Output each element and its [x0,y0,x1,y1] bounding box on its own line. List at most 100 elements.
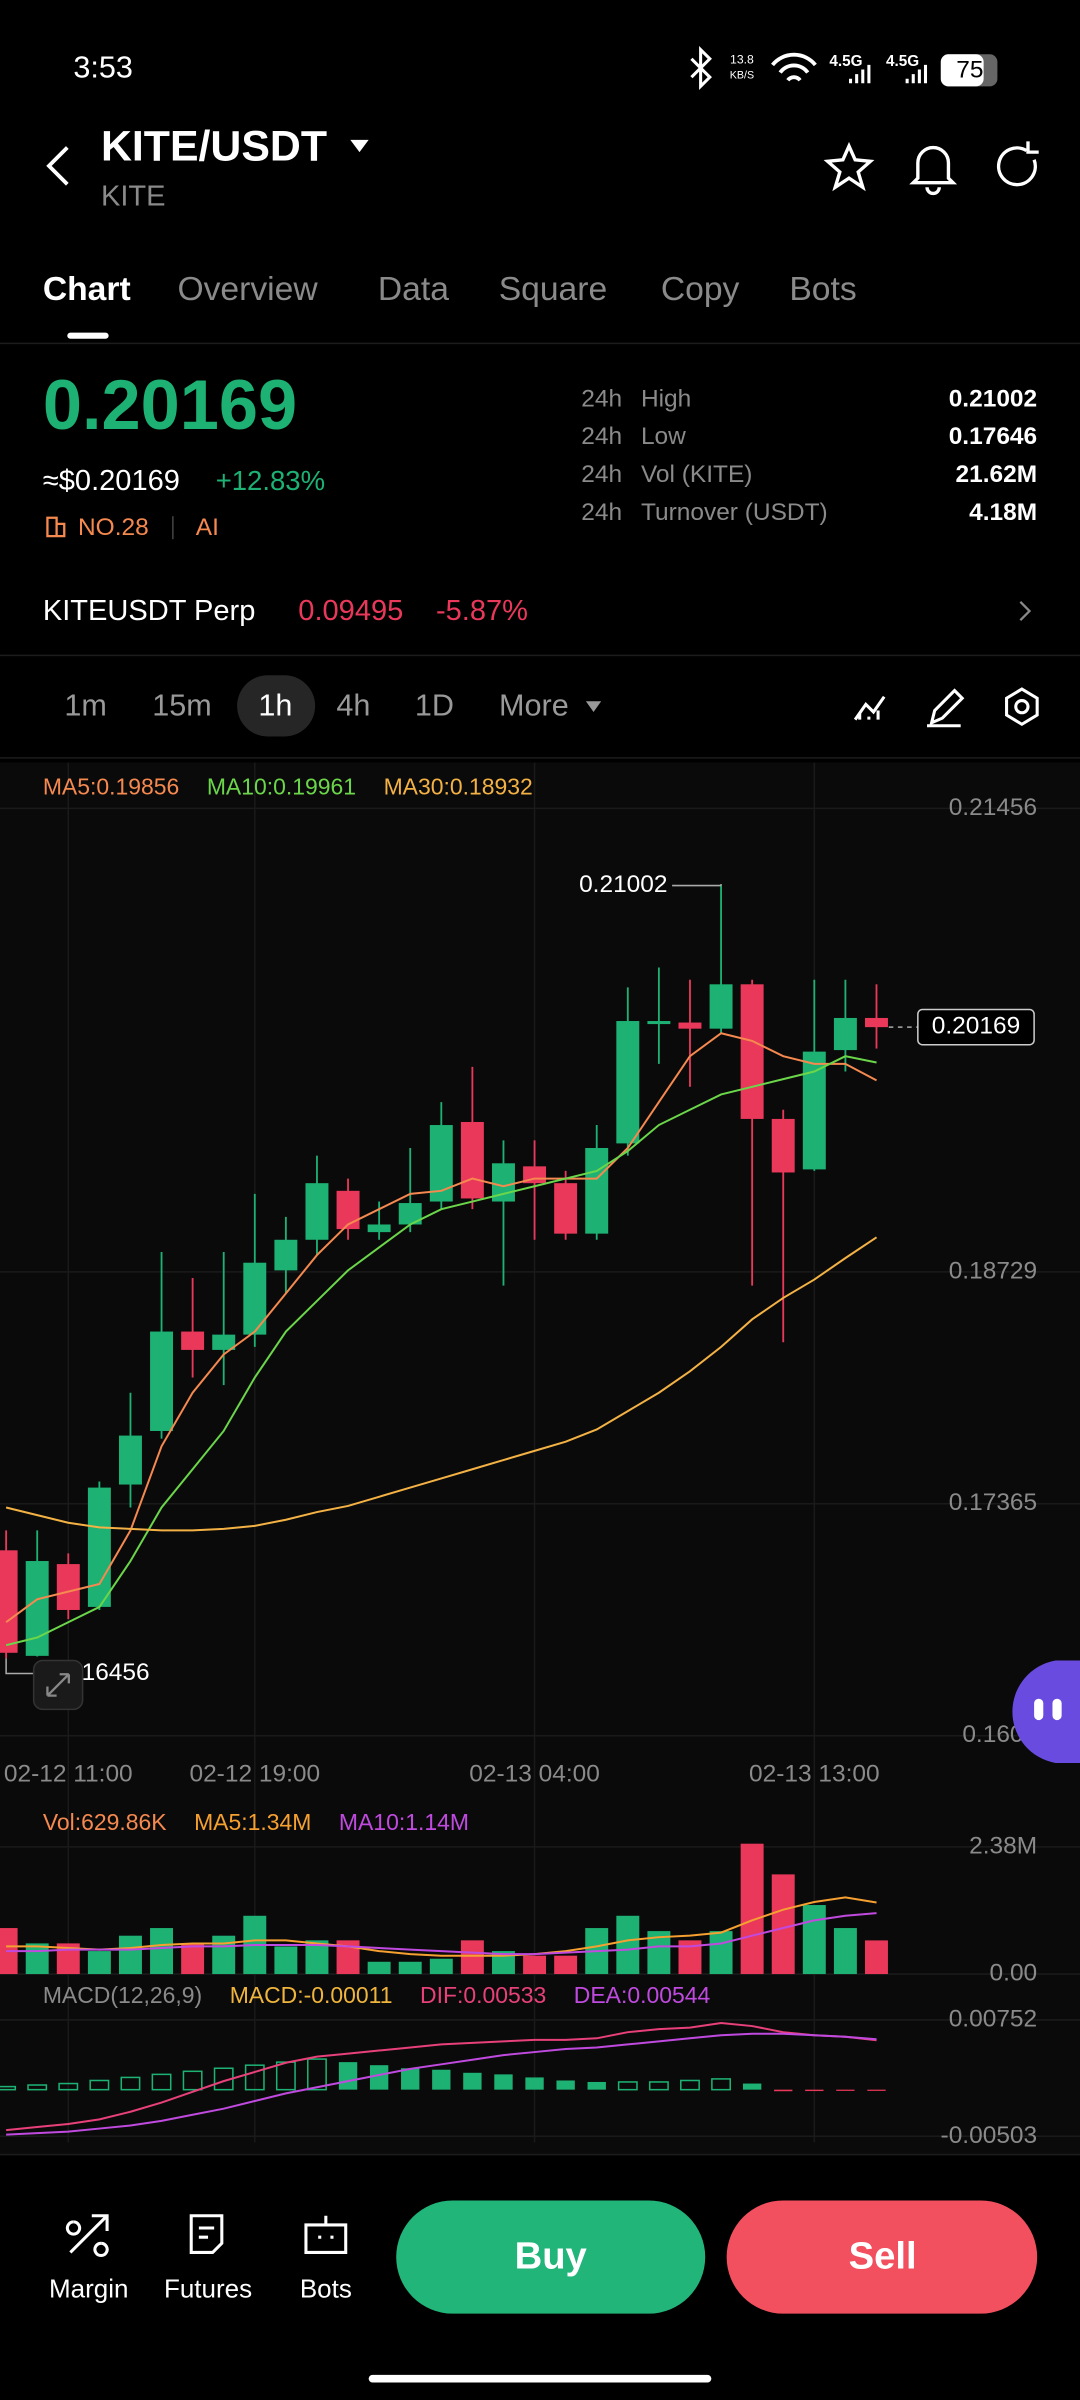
volume-bar [771,1874,795,1975]
last-price-tag [917,1008,1035,1046]
volume-bar [865,1940,888,1975]
stat-value: 21.62M [956,461,1038,488]
draw-button[interactable] [927,688,965,728]
candle-body [0,1550,18,1653]
tab[interactable]: Bots [789,271,856,308]
stat-period: 24h [581,423,622,450]
signal-label: 4.5G [886,53,919,70]
back-button[interactable] [46,146,69,186]
tab-indicator [67,332,109,339]
settings-button[interactable] [1005,687,1039,727]
legend-entry: MA5:0.19856 [43,774,179,800]
macd-bar [244,2064,265,2091]
tab[interactable]: Data [378,271,449,308]
candle-body [865,1017,888,1028]
futures-icon[interactable] [189,2214,224,2254]
volume-bar [678,1940,702,1975]
legend-entry: MA30:0.18932 [384,774,533,800]
x-tick-label: 02-13 04:00 [469,1761,600,1788]
volume-bar [212,1935,236,1975]
tab[interactable]: Copy [661,271,740,308]
perp-chevron[interactable] [1019,601,1032,622]
interval[interactable]: 1h [258,689,292,723]
nav-label[interactable]: Margin [49,2274,128,2304]
macd-bar [0,2085,17,2091]
macd-bar [494,2074,513,2090]
assistant-eye [1034,1698,1044,1721]
favorite-button[interactable] [823,141,875,192]
sell-button[interactable] [726,2200,1038,2314]
macd-bar [27,2084,48,2091]
nav-label[interactable]: Bots [300,2274,352,2304]
macd-bar [463,2072,482,2090]
tab[interactable]: Square [499,271,607,308]
pair-title[interactable]: KITE/USDT [101,122,327,170]
wifi-icon [771,52,817,82]
legend-entry: MA10:0.19961 [207,774,356,800]
candle-body [802,1051,826,1170]
buy-label[interactable]: Buy [515,2235,588,2278]
stat-label: Low [641,423,686,450]
macd-bar [805,2089,824,2092]
assistant-eye [1052,1698,1062,1721]
candle-body [616,1021,640,1144]
signal-label: 4.5G [829,53,862,70]
candle-body [243,1262,267,1335]
pair-dropdown[interactable] [350,139,369,153]
stat-label: Turnover (USDT) [641,499,828,526]
battery-level [940,54,984,87]
volume-bar [367,1961,391,1975]
expand-icon [46,1673,70,1697]
volume-bar [305,1940,329,1975]
legend-entry: MACD:-0.00011 [230,1982,393,2008]
buy-button[interactable] [396,2200,706,2314]
settings-button[interactable] [1014,699,1030,715]
stat-period: 24h [581,385,622,412]
macd-bar [432,2069,451,2090]
interval[interactable]: 4h [336,689,370,723]
indicator-line [5,1032,878,1624]
candle-body [398,1203,422,1225]
stat-value: 0.21002 [949,385,1037,412]
interval[interactable]: More [499,689,569,723]
interval[interactable]: 1m [64,689,106,723]
base-asset: KITE [101,181,166,213]
candle-body [25,1561,49,1656]
signal-icon [849,64,871,84]
candle-body [585,1147,609,1234]
alert-button[interactable] [909,145,958,196]
nav-label[interactable]: Futures [164,2274,252,2304]
interval[interactable]: 1D [415,689,454,723]
tab[interactable]: Chart [43,271,131,308]
margin-icon[interactable] [65,2214,109,2257]
indicator-button[interactable] [853,695,886,721]
net-unit: KB/S [730,69,754,81]
candle-body [460,1121,484,1199]
tab[interactable]: Overview [177,271,318,308]
volume-bar [491,1951,515,1975]
assistant-bubble[interactable] [1012,1660,1080,1763]
perp-name[interactable]: KITEUSDT Perp [43,595,256,627]
macd-bar [151,2073,172,2091]
interval[interactable]: 15m [152,689,211,723]
volume-bar [181,1943,205,1975]
macd-bar [525,2077,544,2090]
macd-bar [680,2079,700,2091]
sell-label[interactable]: Sell [849,2235,917,2278]
perp-change: -5.87% [436,595,528,627]
share-button[interactable] [996,141,1039,187]
bots-icon[interactable] [304,2215,348,2254]
candle-body [336,1190,360,1230]
macd-bar [120,2076,141,2091]
candle-body [181,1331,205,1350]
tag: AI [196,514,219,541]
volume-bar [740,1843,764,1975]
volume-bar [833,1928,857,1975]
volume-bar [554,1955,578,1975]
max-label: 0.21002 [579,871,667,898]
legend-entry: DIF:0.00533 [420,1982,546,2008]
volume-bar [802,1905,826,1975]
more-dropdown[interactable] [585,701,602,713]
macd-bar [307,2058,327,2091]
